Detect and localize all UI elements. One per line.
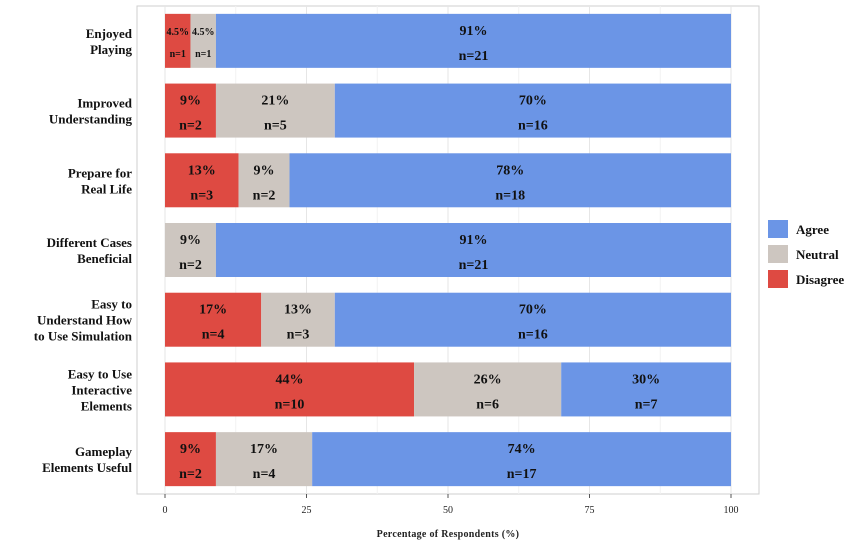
legend-label: Disagree: [796, 272, 844, 287]
bar-disagree: [165, 153, 239, 208]
data-label-percent: 91%: [459, 24, 487, 39]
data-label-percent: 70%: [519, 94, 547, 109]
x-tick-label: 25: [302, 505, 312, 516]
data-label-count: n=3: [190, 188, 213, 203]
legend-swatch-disagree: [768, 270, 788, 288]
data-label-percent: 70%: [519, 303, 547, 318]
data-label-percent: 9%: [254, 163, 275, 178]
bar-disagree: [165, 292, 262, 347]
category-label: Different Cases Beneficial: [47, 235, 133, 266]
data-label-count: n=10: [275, 397, 305, 412]
bar-agree: [561, 362, 731, 417]
data-label-percent: 78%: [496, 163, 524, 178]
data-label-percent: 9%: [180, 442, 201, 457]
data-label-count: n=18: [495, 188, 525, 203]
bar-disagree: [165, 432, 216, 487]
bar-agree: [289, 153, 731, 208]
data-label-count: n=5: [264, 119, 287, 134]
data-label-percent: 4.5%: [166, 27, 189, 38]
data-label-percent: 74%: [508, 442, 536, 457]
x-tick-label: 100: [724, 505, 739, 516]
bar-disagree: [165, 362, 415, 417]
data-label-percent: 17%: [250, 442, 278, 457]
data-label-percent: 30%: [632, 372, 660, 387]
bar-neutral: [215, 83, 335, 138]
bar-neutral: [238, 153, 290, 208]
data-label-percent: 9%: [180, 94, 201, 109]
bar-agree: [334, 292, 731, 347]
x-tick-label: 50: [443, 505, 453, 516]
data-label-count: n=16: [518, 119, 548, 134]
x-axis-title: Percentage of Respondents (%): [377, 529, 520, 540]
bar-neutral: [414, 362, 562, 417]
bar-agree: [334, 83, 731, 138]
data-label-count: n=2: [253, 188, 276, 203]
category-label: Easy to Understand How to Use Simulation: [34, 297, 133, 344]
data-label-count: n=4: [253, 467, 276, 482]
bar-neutral: [261, 292, 335, 347]
data-label-percent: 26%: [474, 372, 502, 387]
category-label: Easy to Use Interactive Elements: [68, 366, 133, 413]
data-label-percent: 13%: [188, 163, 216, 178]
data-label-count: n=21: [459, 258, 489, 273]
category-label: Improved Understanding: [49, 96, 133, 127]
legend-swatch-neutral: [768, 245, 788, 263]
x-tick-label: 75: [585, 505, 595, 516]
data-label-count: n=2: [179, 119, 202, 134]
bar-disagree: [165, 13, 191, 68]
bar-neutral: [165, 223, 216, 277]
data-label-percent: 44%: [276, 372, 304, 387]
data-label-percent: 21%: [261, 94, 289, 109]
data-label-percent: 17%: [199, 303, 227, 318]
bar-neutral: [190, 13, 216, 68]
data-label-percent: 13%: [284, 303, 312, 318]
bar-agree: [312, 432, 731, 487]
data-label-count: n=17: [507, 467, 537, 482]
bar-neutral: [215, 432, 313, 487]
category-label: Enjoyed Playing: [86, 26, 133, 57]
data-label-percent: 4.5%: [192, 27, 215, 38]
data-label-count: n=2: [179, 258, 202, 273]
data-label-count: n=21: [459, 49, 489, 64]
legend-swatch-agree: [768, 220, 788, 238]
data-label-count: n=2: [179, 467, 202, 482]
category-label: Gameplay Elements Useful: [42, 444, 132, 475]
data-label-percent: 9%: [180, 233, 201, 248]
data-label-count: n=3: [287, 328, 310, 343]
data-label-count: n=1: [195, 49, 211, 60]
category-label: Prepare for Real Life: [68, 165, 132, 196]
data-label-count: n=6: [476, 397, 499, 412]
data-label-count: n=7: [635, 397, 658, 412]
legend-label: Agree: [796, 222, 829, 237]
data-label-count: n=1: [170, 49, 186, 60]
bar-agree: [215, 13, 731, 68]
x-tick-label: 0: [163, 505, 168, 516]
data-label-count: n=4: [202, 328, 225, 343]
bar-disagree: [165, 83, 216, 138]
bar-agree: [215, 223, 731, 277]
legend-label: Neutral: [796, 247, 839, 262]
data-label-count: n=16: [518, 328, 548, 343]
data-label-percent: 91%: [459, 233, 487, 248]
